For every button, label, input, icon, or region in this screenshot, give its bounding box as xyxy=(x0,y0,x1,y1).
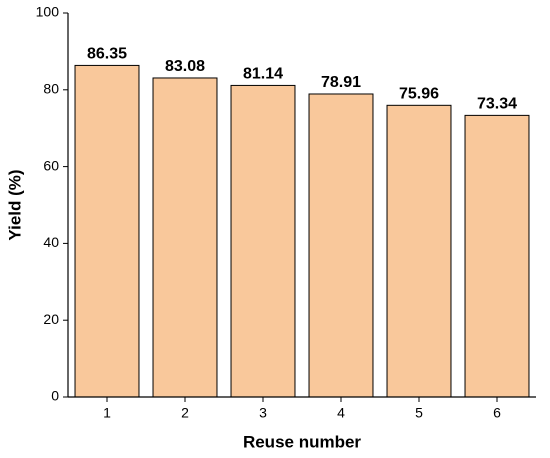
data-label: 83.08 xyxy=(165,58,205,75)
bar xyxy=(464,114,530,398)
bar xyxy=(230,84,296,398)
x-tick-label: 6 xyxy=(493,405,501,421)
bar xyxy=(308,93,374,398)
x-tick-label: 1 xyxy=(103,405,111,421)
x-tick-label: 3 xyxy=(259,405,267,421)
y-tick-label: 0 xyxy=(51,388,59,404)
y-tick-label: 20 xyxy=(43,311,59,327)
y-axis-label: Yield (%) xyxy=(5,169,24,240)
bar xyxy=(386,104,452,398)
data-label: 86.35 xyxy=(87,46,127,63)
y-tick-label: 60 xyxy=(43,157,59,173)
x-axis-label: Reuse number xyxy=(243,432,361,451)
y-tick-label: 80 xyxy=(43,81,59,97)
y-tick-label: 100 xyxy=(36,4,60,20)
data-label: 75.96 xyxy=(399,86,439,103)
y-tick-label: 40 xyxy=(43,234,59,250)
x-tick-label: 5 xyxy=(415,405,423,421)
x-tick-label: 4 xyxy=(337,405,345,421)
bar xyxy=(152,77,218,398)
data-label: 78.91 xyxy=(321,74,361,91)
x-tick-label: 2 xyxy=(181,405,189,421)
bar xyxy=(74,64,140,398)
data-label: 73.34 xyxy=(477,96,517,113)
data-label: 81.14 xyxy=(243,66,283,83)
